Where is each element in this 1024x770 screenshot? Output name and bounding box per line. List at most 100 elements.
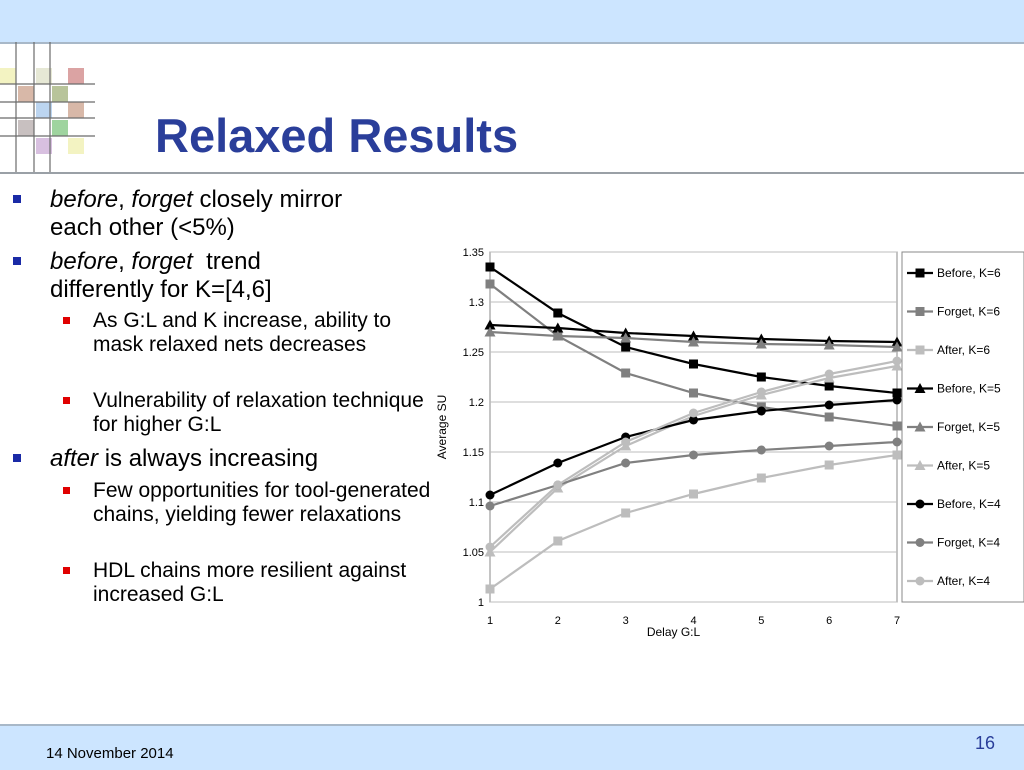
- data-point: [553, 458, 563, 468]
- data-point: [915, 576, 925, 586]
- legend-entry: Before, K=5: [907, 382, 1001, 396]
- data-point: [689, 388, 698, 398]
- bullet-marker: [13, 195, 21, 203]
- sub-bullet-marker: [63, 567, 70, 574]
- data-point: [485, 584, 495, 594]
- data-point: [689, 415, 698, 425]
- bullet-text: before, forget closely mirror each other …: [50, 186, 430, 242]
- y-tick-label: 1.2: [469, 397, 484, 409]
- legend-label: Before, K=4: [937, 497, 1001, 511]
- bullet-text-part: trend: [192, 248, 261, 275]
- y-tick-label: 1.3: [469, 297, 484, 309]
- line-chart: 1 1.05 1.1 1.15 1.2 1.25 1.3 1.35 1 2 3 4 5 6 7 Befor…: [435, 247, 1024, 639]
- data-point: [621, 508, 631, 518]
- legend-label: Forget, K=5: [937, 420, 1000, 434]
- data-point: [553, 480, 563, 490]
- x-tick-label: 6: [826, 615, 832, 627]
- plot-area: [489, 251, 898, 603]
- data-point: [915, 345, 925, 355]
- legend-entry: Forget, K=4: [907, 536, 1000, 550]
- data-point: [824, 460, 834, 470]
- data-point: [485, 501, 495, 511]
- deco-squares: [0, 68, 84, 154]
- data-point: [892, 395, 902, 405]
- bullet-text-part: each other (<5%): [50, 214, 235, 241]
- legend-label: Before, K=5: [937, 382, 1001, 396]
- y-tick-label: 1.35: [463, 247, 484, 259]
- sub-bullet-text: Vulnerability of relaxation technique fo…: [93, 389, 424, 436]
- x-tick-label: 1: [487, 615, 493, 627]
- slide-title: Relaxed Results: [155, 109, 519, 162]
- data-point: [756, 473, 766, 483]
- legend-label: Before, K=6: [937, 266, 1001, 280]
- sub-bullet-text: As G:L and K increase, ability to mask r…: [93, 309, 392, 356]
- bullet-text: before, forget trend differently for K=[4…: [50, 248, 430, 304]
- data-point: [892, 437, 902, 447]
- legend: Before, K=6 Forget, K=6 After, K=6 Before, …: [901, 251, 1024, 603]
- data-point: [485, 262, 495, 272]
- legend-entry: Before, K=4: [907, 497, 1001, 511]
- bullet-marker: [13, 454, 21, 462]
- data-point: [621, 437, 631, 447]
- legend-entry: Forget, K=5: [907, 420, 1000, 434]
- bullet-text-part: is always increasing: [98, 445, 319, 472]
- data-point: [823, 339, 835, 350]
- legend-label: After, K=6: [937, 343, 990, 357]
- legend-label: Forget, K=6: [937, 305, 1000, 319]
- data-point: [621, 368, 631, 378]
- bullet-separator: ,: [118, 186, 132, 213]
- bullet-text-part: closely mirror: [192, 186, 343, 213]
- footer-date: 14 November 2014: [46, 745, 174, 762]
- data-point: [914, 460, 926, 470]
- data-point: [756, 372, 766, 382]
- data-point: [824, 400, 834, 410]
- legend-entry: After, K=5: [907, 459, 990, 473]
- legend-entry: After, K=6: [907, 343, 990, 357]
- data-point: [552, 322, 564, 333]
- data-point: [756, 445, 766, 455]
- sub-bullet-text: Few opportunities for tool-generated cha…: [93, 479, 431, 526]
- legend-label: After, K=4: [937, 574, 990, 588]
- data-point: [620, 332, 632, 343]
- bullet-marker: [13, 257, 21, 265]
- data-point: [915, 268, 925, 278]
- bullet-emphasis: after: [50, 445, 99, 472]
- data-point: [756, 406, 766, 416]
- plot-frame: [489, 251, 898, 603]
- data-point: [485, 490, 495, 500]
- data-point: [824, 381, 834, 391]
- data-point: [689, 489, 698, 499]
- data-point: [553, 308, 563, 318]
- x-tick-label: 2: [555, 615, 561, 627]
- sub-bullet-marker: [63, 317, 70, 324]
- legend-label: Forget, K=4: [937, 536, 1000, 550]
- sub-bullet-marker: [63, 487, 70, 494]
- y-tick-labels: 1 1.05 1.1 1.15 1.2 1.25 1.3 1.35: [463, 247, 484, 609]
- data-point: [756, 387, 766, 397]
- series-group: [484, 262, 903, 594]
- data-point: [892, 421, 902, 431]
- bullet-separator: ,: [118, 248, 132, 275]
- series-before-k-6: [485, 262, 902, 398]
- bullet-text: after is always increasing: [50, 445, 430, 473]
- sub-bullet-marker: [63, 397, 70, 404]
- series-forget-k-5: [484, 326, 903, 352]
- data-point: [621, 458, 631, 468]
- data-point: [915, 499, 925, 509]
- series-after-k-4: [485, 356, 902, 552]
- deco-lines: [0, 42, 95, 172]
- legend-entry: Forget, K=6: [907, 305, 1000, 319]
- data-point: [620, 327, 632, 338]
- title-underline: [0, 172, 1024, 174]
- legend-label: After, K=5: [937, 459, 990, 473]
- data-point: [485, 542, 495, 552]
- data-point: [915, 538, 925, 547]
- x-tick-label: 4: [690, 615, 696, 627]
- data-point: [755, 338, 767, 349]
- data-point: [892, 356, 902, 366]
- y-tick-label: 1.05: [463, 547, 484, 559]
- bullet-emphasis: forget: [131, 248, 193, 275]
- series-after-k-6: [485, 450, 902, 594]
- data-point: [689, 450, 698, 460]
- data-point: [892, 388, 902, 398]
